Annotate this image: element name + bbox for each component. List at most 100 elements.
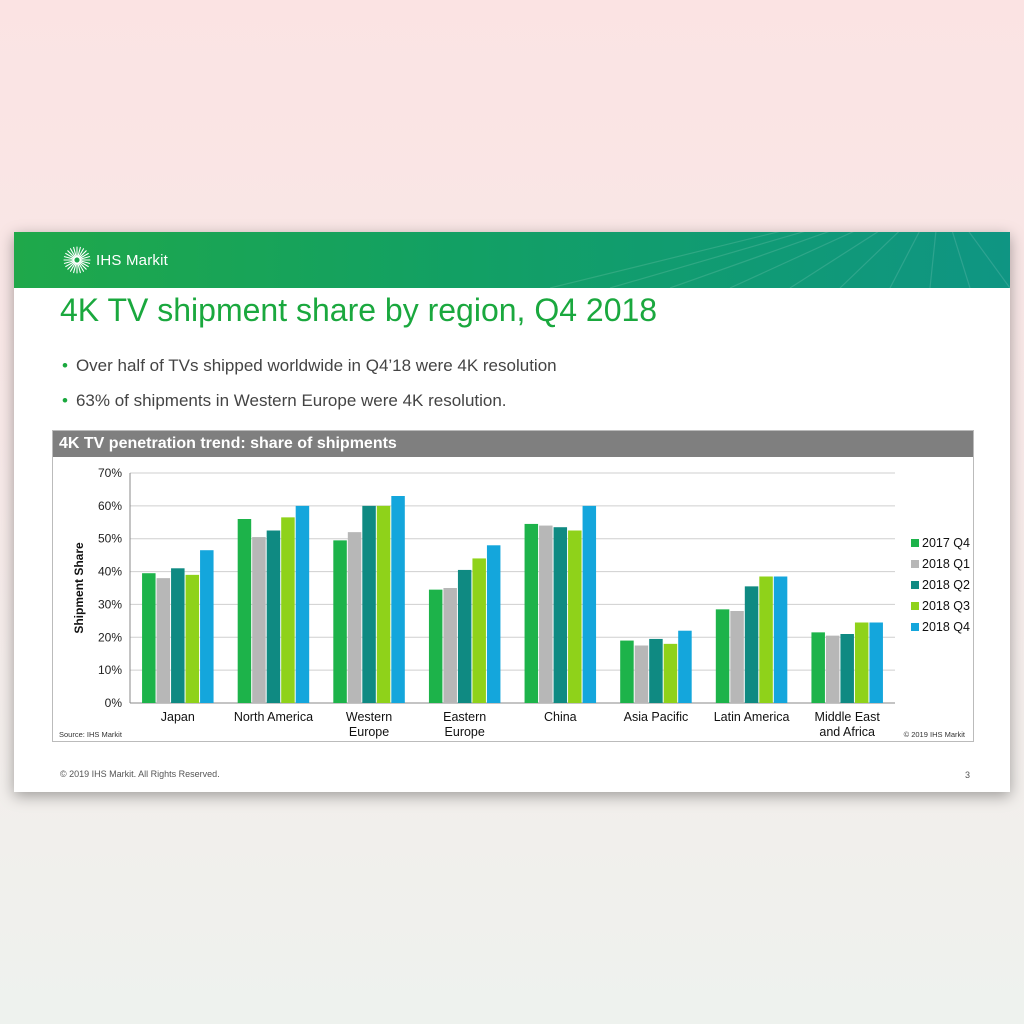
logo-ray xyxy=(78,261,87,270)
logo-ray xyxy=(79,260,89,268)
logo-ray xyxy=(79,252,89,260)
bullet-list: • Over half of TVs shipped worldwide in Q… xyxy=(62,356,557,426)
x-tick-label-line: Japan xyxy=(161,710,195,724)
bar xyxy=(744,586,759,703)
bar xyxy=(362,505,376,703)
bar xyxy=(553,527,568,703)
bar xyxy=(486,545,501,703)
bar xyxy=(869,622,883,703)
bar xyxy=(811,632,825,703)
x-tick-label-line: Middle East xyxy=(815,710,881,724)
bar xyxy=(715,609,730,703)
slide: IHS Markit 4K TV shipment share by regio… xyxy=(14,232,1010,792)
y-tick-label: 50% xyxy=(98,532,122,546)
x-tick-label-line: Eastern xyxy=(443,710,486,724)
bullet-dot-icon: • xyxy=(62,391,68,410)
legend-label: 2018 Q3 xyxy=(922,599,970,613)
bar xyxy=(347,532,362,703)
legend-label: 2018 Q1 xyxy=(922,557,970,571)
y-tick-label: 0% xyxy=(105,696,123,710)
bar xyxy=(840,634,854,703)
bar xyxy=(171,568,185,703)
x-tick-label: Western Europe xyxy=(346,710,392,739)
bar xyxy=(457,569,472,703)
page-title: 4K TV shipment share by region, Q4 2018 xyxy=(60,292,658,328)
logo-ray xyxy=(67,261,76,270)
bullet-text: 63% of shipments in Western Europe were … xyxy=(75,391,507,410)
logo-ray xyxy=(63,260,75,264)
y-tick-label: 70% xyxy=(98,466,122,480)
logo-ray xyxy=(65,252,75,260)
bar xyxy=(524,523,539,703)
page-number: 3 xyxy=(965,770,971,780)
bullet-item: • 63% of shipments in Western Europe were… xyxy=(62,391,557,411)
bar xyxy=(649,638,663,703)
x-tick-label-line: Western xyxy=(346,710,392,724)
bar-chart: 0% 10% 20% 30% 40% 50% 60% 70% Shipment Share Jap… xyxy=(59,466,970,739)
bar xyxy=(333,540,347,703)
y-tick-label: 20% xyxy=(98,630,122,644)
logo-ray xyxy=(79,260,91,264)
bar xyxy=(281,517,295,703)
chart-panel: 4K TV penetration trend: share of shipme… xyxy=(52,430,974,742)
bar xyxy=(185,574,200,703)
bar xyxy=(376,505,391,703)
bar xyxy=(428,589,443,703)
bar xyxy=(730,611,744,703)
bar xyxy=(620,640,634,703)
x-tick-label-line: and Africa xyxy=(819,725,875,739)
brand-name: IHS Markit xyxy=(96,251,169,269)
bar xyxy=(391,496,405,703)
bullet-text: Over half of TVs shipped worldwide in Q4… xyxy=(75,356,557,375)
logo-ray xyxy=(63,256,75,260)
bullet-dot-icon: • xyxy=(62,356,68,375)
logo-ray xyxy=(79,256,91,260)
x-tick-label: Middle East and Africa xyxy=(815,710,881,739)
y-tick-label: 30% xyxy=(98,597,122,611)
x-tick-label: Latin America xyxy=(714,710,790,724)
bar xyxy=(568,530,582,703)
logo-ray xyxy=(73,246,77,258)
chart-panel-heading: 4K TV penetration trend: share of shipme… xyxy=(53,431,973,457)
bar xyxy=(539,525,553,703)
legend-label: 2017 Q4 xyxy=(922,536,970,550)
legend-swatch xyxy=(911,623,919,631)
bar xyxy=(773,576,788,703)
y-axis-label: Shipment Share xyxy=(72,542,86,634)
legend-swatch xyxy=(911,560,919,568)
bar xyxy=(200,550,214,703)
x-tick-label-line: North America xyxy=(234,710,313,724)
legend-swatch xyxy=(911,581,919,589)
logo-ray xyxy=(67,250,76,259)
bar xyxy=(142,573,156,703)
bullet-item: • Over half of TVs shipped worldwide in Q… xyxy=(62,356,557,376)
legend-swatch xyxy=(911,539,919,547)
bar xyxy=(237,519,252,703)
chart-source-note: Source: IHS Markit xyxy=(59,730,123,739)
bar xyxy=(759,576,773,703)
banner-rays-decoration xyxy=(549,232,1010,288)
logo-ray xyxy=(77,262,81,274)
footer-copyright: © 2019 IHS Markit. All Rights Reserved. xyxy=(60,769,220,779)
logo-ray xyxy=(78,250,87,259)
y-tick-label: 10% xyxy=(98,663,122,677)
header-banner: IHS Markit xyxy=(14,232,1010,288)
y-tick-label: 40% xyxy=(98,565,122,579)
x-tick-label-line: Europe xyxy=(445,725,485,739)
x-tick-label-line: Latin America xyxy=(714,710,790,724)
bar xyxy=(295,505,310,703)
y-tick-label: 60% xyxy=(98,499,122,513)
logo-ray xyxy=(73,262,77,274)
logo-ray xyxy=(69,262,77,272)
bar xyxy=(266,530,281,703)
logo-ray xyxy=(77,246,81,258)
x-tick-label: North America xyxy=(234,710,313,724)
x-tick-label: Asia Pacific xyxy=(624,710,689,724)
legend-label: 2018 Q2 xyxy=(922,578,970,592)
bar xyxy=(472,558,486,703)
bar xyxy=(582,505,597,703)
bar xyxy=(252,537,266,703)
starburst-logo-icon xyxy=(63,246,91,274)
x-tick-label: Eastern Europe xyxy=(443,710,486,739)
bar xyxy=(634,645,649,703)
